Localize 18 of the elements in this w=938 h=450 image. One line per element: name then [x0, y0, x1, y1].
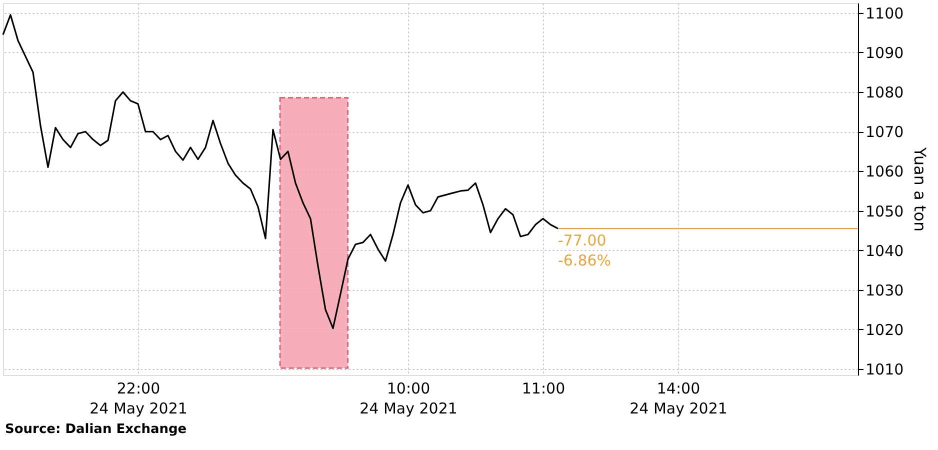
y-tick-label: 1090: [866, 44, 904, 62]
x-tick-label: 11:00: [522, 380, 566, 398]
y-tick-label: 1040: [866, 242, 904, 260]
y-tick-label: 1070: [866, 123, 904, 142]
annotation: -77.00 -6.86%: [558, 232, 612, 270]
y-tick-label: 1100: [866, 4, 904, 22]
line-series: [2, 14, 559, 330]
source-note: Source: Dalian Exchange: [5, 422, 187, 437]
y-tick-label: 1060: [866, 162, 904, 181]
y-tick-label: 1020: [866, 320, 904, 339]
y-tick-label: 1030: [866, 281, 904, 300]
y-tick-label: 1010: [866, 360, 904, 379]
x-tick-label: 22:00 24 May 2021: [90, 380, 188, 418]
y-tick-label: 1080: [866, 84, 904, 102]
y-tick-label: 1050: [866, 202, 904, 220]
x-tick-label: 10:00 24 May 2021: [360, 380, 458, 418]
x-tick-label: 14:00 24 May 2021: [630, 380, 728, 418]
y-axis-title: Yuan a ton: [910, 146, 930, 232]
